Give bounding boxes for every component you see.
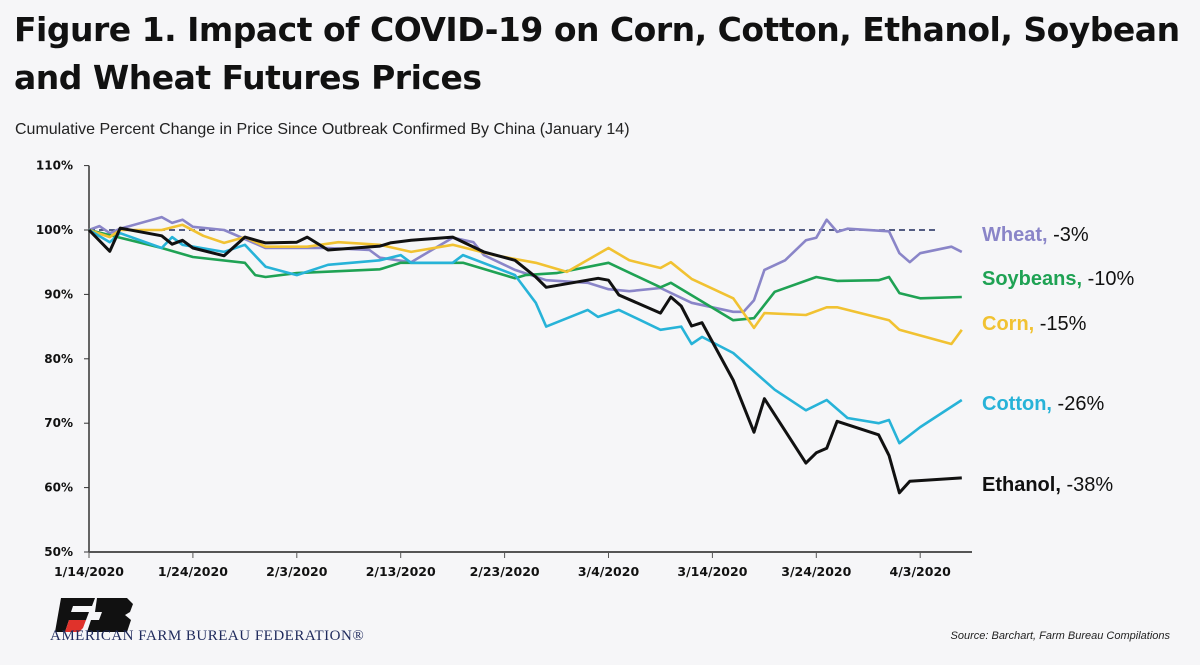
title-line-1: Figure 1. Impact of COVID-19 on Corn, Co… <box>14 10 1180 49</box>
series-change-value: -26% <box>1051 393 1105 415</box>
series-name: Wheat, <box>982 224 1048 246</box>
series-label-ethanol: Ethanol, -38% <box>982 474 1113 497</box>
x-tick-label: 2/3/2020 <box>266 564 328 579</box>
series-line-wheat <box>88 215 963 314</box>
series-name: Ethanol, <box>982 474 1061 496</box>
series-line-corn <box>88 223 963 346</box>
organization-name: AMERICAN FARM BUREAU FEDERATION® <box>50 628 365 644</box>
y-tick-label: 100% <box>36 223 73 237</box>
x-tick-label: 2/13/2020 <box>366 564 436 579</box>
source-note: Source: Barchart, Farm Bureau Compilatio… <box>950 630 1170 642</box>
chart-title: Figure 1. Impact of COVID-19 on Corn, Co… <box>14 6 1194 102</box>
series-label-corn: Corn, -15% <box>982 313 1086 336</box>
chart-subtitle: Cumulative Percent Change in Price Since… <box>15 121 630 138</box>
series-name: Corn, <box>982 313 1035 335</box>
x-tick-label: 1/14/2020 <box>54 564 124 579</box>
farm-bureau-logo-icon <box>55 598 133 632</box>
y-tick-label: 50% <box>44 545 73 559</box>
y-tick-label: 110% <box>36 159 73 173</box>
series-line-soybeans <box>88 228 962 322</box>
series-label-wheat: Wheat, -3% <box>982 224 1089 247</box>
series-line-cotton <box>88 228 963 445</box>
x-tick-label: 3/14/2020 <box>677 564 747 579</box>
series-change-value: -10% <box>1082 268 1135 290</box>
series-name: Soybeans, <box>982 268 1083 290</box>
series-change-value: -15% <box>1034 313 1087 335</box>
series-name: Cotton, <box>982 393 1052 415</box>
y-tick-label: 80% <box>44 352 73 366</box>
y-tick-label: 90% <box>44 287 73 301</box>
series-change-value: -38% <box>1060 474 1114 496</box>
series-line-ethanol <box>87 226 962 495</box>
x-tick-label: 2/23/2020 <box>470 564 540 579</box>
y-tick-label: 70% <box>44 416 73 430</box>
x-tick-label: 3/4/2020 <box>578 564 640 579</box>
x-tick-label: 1/24/2020 <box>158 564 228 579</box>
x-tick-label: 3/24/2020 <box>781 564 851 579</box>
series-label-soybeans: Soybeans, -10% <box>982 268 1134 291</box>
series-label-cotton: Cotton, -26% <box>982 393 1104 416</box>
series-change-value: -3% <box>1047 224 1089 246</box>
y-tick-label: 60% <box>44 481 73 495</box>
x-tick-label: 4/3/2020 <box>890 564 952 579</box>
title-line-2: and Wheat Futures Prices <box>14 58 482 97</box>
